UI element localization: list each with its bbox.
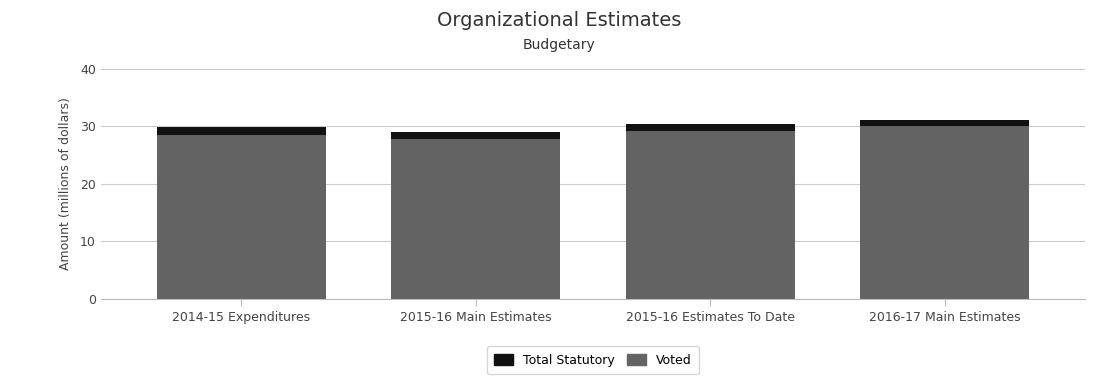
Bar	[392, 132, 561, 139]
Legend: Total Statutory, Voted: Total Statutory, Voted	[487, 346, 699, 374]
Text: Organizational Estimates: Organizational Estimates	[438, 11, 681, 31]
Bar	[626, 131, 794, 299]
Text: Budgetary: Budgetary	[523, 38, 596, 52]
Bar	[861, 119, 1029, 126]
Bar	[157, 128, 326, 135]
Bar	[626, 124, 794, 131]
Y-axis label: Amount (millions of dollars): Amount (millions of dollars)	[58, 97, 72, 270]
Bar	[392, 139, 561, 299]
Bar	[157, 135, 326, 299]
Bar	[861, 126, 1029, 299]
